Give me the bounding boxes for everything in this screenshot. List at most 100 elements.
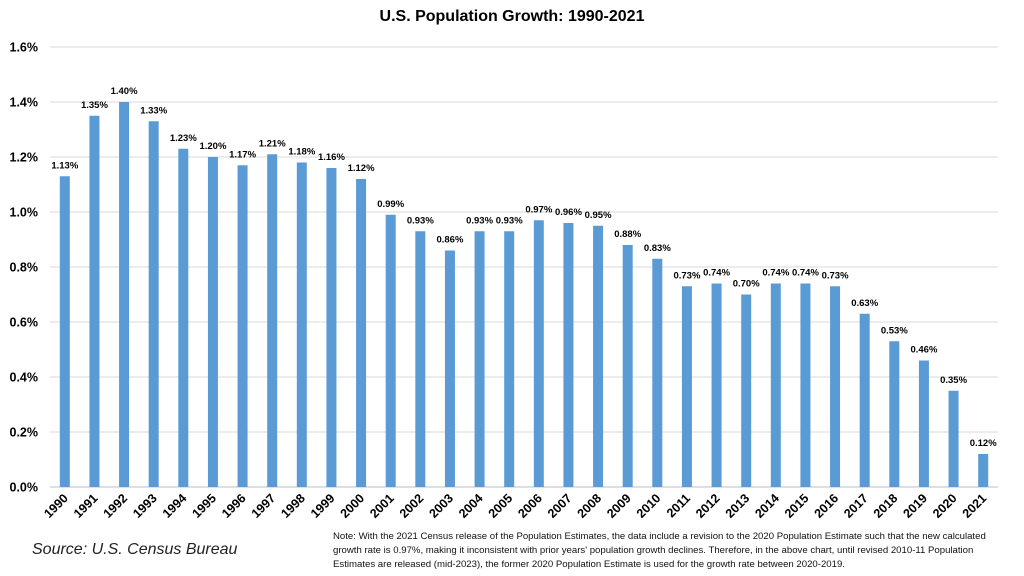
data-label-2004: 0.93%: [466, 215, 493, 226]
x-tick-label-2014: 2014: [752, 491, 782, 521]
data-label-1994: 1.23%: [170, 133, 197, 144]
data-label-2021: 0.12%: [970, 438, 997, 449]
bar-2011: [681, 286, 692, 487]
bar-2018: [889, 341, 900, 487]
x-tick-label-1994: 1994: [160, 491, 190, 521]
y-tick-label: 1.6%: [10, 41, 39, 55]
bar-2010: [652, 258, 663, 487]
x-tick-label-1997: 1997: [249, 491, 279, 521]
x-tick-label-1990: 1990: [41, 491, 71, 521]
data-label-2001: 0.99%: [377, 199, 404, 210]
data-label-1991: 1.35%: [81, 100, 108, 111]
x-tick-label-1993: 1993: [130, 491, 160, 521]
bar-1991: [89, 115, 100, 487]
y-axis: 0.0% 0.2% 0.4% 0.6% 0.8% 1.0% 1.2% 1.4% 1.6%: [10, 41, 39, 495]
bar-2016: [830, 286, 841, 487]
x-tick-label-2008: 2008: [575, 491, 605, 521]
bar-1997: [267, 154, 278, 487]
bar-1995: [207, 157, 218, 487]
x-tick-label-2016: 2016: [812, 491, 842, 521]
data-label-2005: 0.93%: [496, 215, 523, 226]
chart-title: U.S. Population Growth: 1990-2021: [379, 8, 645, 25]
data-label-2007: 0.96%: [555, 207, 582, 218]
x-tick-label-2010: 2010: [634, 491, 664, 521]
data-label-2003: 0.86%: [436, 235, 463, 246]
data-label-2006: 0.97%: [525, 204, 552, 215]
data-label-1990: 1.13%: [51, 160, 78, 171]
bar-2003: [444, 250, 455, 487]
data-label-2013: 0.70%: [733, 279, 760, 290]
y-tick-label: 1.2%: [10, 151, 39, 165]
bar-2015: [800, 283, 811, 487]
data-label-2018: 0.53%: [881, 325, 908, 336]
y-tick-label: 0.2%: [10, 426, 39, 440]
data-label-1993: 1.33%: [140, 105, 167, 116]
data-label-1995: 1.20%: [199, 141, 226, 152]
x-tick-label-2011: 2011: [664, 491, 693, 520]
y-tick-label: 0.6%: [10, 316, 39, 330]
data-label-1997: 1.21%: [259, 138, 286, 149]
bar-2009: [622, 245, 633, 487]
x-tick-label-1998: 1998: [278, 491, 308, 521]
data-label-2008: 0.95%: [585, 210, 612, 221]
data-label-1999: 1.16%: [318, 152, 345, 163]
x-tick-label-2020: 2020: [930, 491, 960, 521]
x-tick-label-2002: 2002: [397, 491, 427, 521]
data-label-2011: 0.73%: [673, 270, 700, 281]
bar-2006: [533, 220, 544, 487]
x-tick-label-2013: 2013: [723, 491, 753, 521]
data-label-2014: 0.74%: [762, 268, 789, 279]
bar-2007: [563, 223, 574, 487]
x-tick-label-1999: 1999: [308, 491, 338, 521]
x-tick-label-2012: 2012: [693, 491, 723, 521]
bar-1998: [296, 162, 307, 487]
x-tick-label-2005: 2005: [486, 491, 516, 521]
bar-1994: [178, 148, 189, 487]
bar-1999: [326, 168, 337, 487]
x-tick-label-2004: 2004: [456, 491, 486, 521]
x-tick-label-2015: 2015: [782, 491, 812, 521]
x-tick-label-1992: 1992: [101, 491, 131, 521]
bar-2004: [474, 231, 485, 487]
x-tick-label-1991: 1991: [71, 491, 101, 521]
data-label-1996: 1.17%: [229, 149, 256, 160]
data-labels: 1.13% 1.35%1.40%1.33% 1.23%1.20%1.17%1.21%…: [51, 86, 997, 449]
bar-2005: [504, 231, 515, 487]
data-label-2016: 0.73%: [822, 270, 849, 281]
data-label-2002: 0.93%: [407, 215, 434, 226]
data-label-2019: 0.46%: [910, 345, 937, 356]
bar-2017: [859, 313, 870, 487]
data-label-2020: 0.35%: [940, 375, 967, 386]
footnote: Note: With the 2021 Census release of th…: [333, 531, 986, 570]
bar-2008: [593, 225, 604, 487]
y-tick-label: 0.4%: [10, 371, 39, 385]
bar-2019: [918, 360, 929, 487]
x-tick-label-2019: 2019: [900, 491, 930, 521]
x-tick-label-2017: 2017: [841, 491, 871, 521]
x-tick-label-2006: 2006: [515, 491, 545, 521]
bar-2002: [415, 231, 426, 487]
data-label-1998: 1.18%: [288, 147, 315, 158]
bar-2014: [770, 283, 781, 487]
bar-2021: [978, 454, 989, 487]
source-caption: Source: U.S. Census Bureau: [32, 541, 238, 558]
x-tick-label-1995: 1995: [189, 491, 219, 521]
data-label-2010: 0.83%: [644, 243, 671, 254]
data-label-2012: 0.74%: [703, 268, 730, 279]
bar-2013: [741, 294, 752, 487]
data-label-2000: 1.12%: [348, 163, 375, 174]
bar-1993: [148, 121, 159, 487]
x-tick-label-2003: 2003: [426, 491, 456, 521]
x-tick-label-2001: 2001: [367, 491, 397, 521]
x-tick-label-2000: 2000: [338, 491, 368, 521]
bar-2020: [948, 390, 959, 487]
bar-2000: [356, 179, 367, 487]
bar-1990: [59, 176, 70, 487]
x-tick-label-2009: 2009: [604, 491, 634, 521]
data-label-2015: 0.74%: [792, 268, 819, 279]
data-label-2009: 0.88%: [614, 229, 641, 240]
y-tick-label: 1.0%: [10, 206, 39, 220]
bar-1992: [119, 102, 130, 487]
data-label-1992: 1.40%: [111, 86, 138, 97]
